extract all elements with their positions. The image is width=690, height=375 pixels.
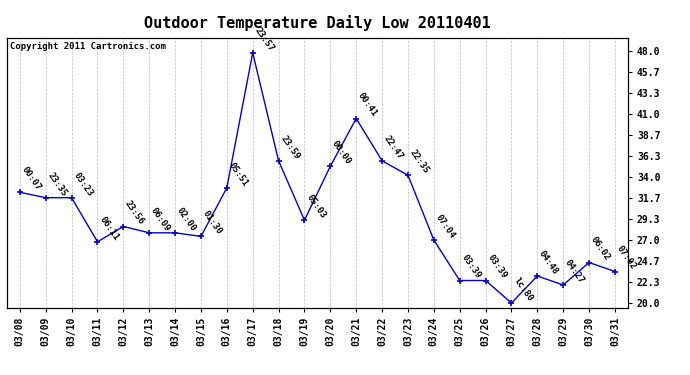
- Text: 23:57: 23:57: [253, 26, 275, 53]
- Text: 04:48: 04:48: [538, 249, 560, 276]
- Text: 00:41: 00:41: [356, 92, 379, 118]
- Text: 06:02: 06:02: [589, 236, 612, 262]
- Text: Copyright 2011 Cartronics.com: Copyright 2011 Cartronics.com: [10, 42, 166, 51]
- Text: 22:47: 22:47: [382, 134, 405, 161]
- Text: 23:56: 23:56: [124, 200, 146, 226]
- Text: 05:51: 05:51: [227, 160, 250, 188]
- Text: 05:03: 05:03: [304, 193, 327, 220]
- Text: 23:59: 23:59: [279, 134, 302, 161]
- Text: 03:39: 03:39: [486, 254, 509, 280]
- Text: 03:23: 03:23: [72, 171, 95, 198]
- Text: 23:35: 23:35: [46, 171, 68, 198]
- Text: 01:30: 01:30: [201, 209, 224, 236]
- Text: 00:07: 00:07: [20, 165, 43, 192]
- Text: 00:00: 00:00: [331, 139, 353, 166]
- Text: 07:04: 07:04: [434, 213, 457, 240]
- Text: lc:80: lc:80: [511, 276, 534, 303]
- Text: 07:02: 07:02: [615, 244, 638, 272]
- Text: 04:27: 04:27: [563, 258, 586, 285]
- Text: 02:00: 02:00: [175, 206, 198, 233]
- Text: 22:35: 22:35: [408, 148, 431, 175]
- Text: Outdoor Temperature Daily Low 20110401: Outdoor Temperature Daily Low 20110401: [144, 15, 491, 31]
- Text: 03:39: 03:39: [460, 254, 482, 280]
- Text: 06:11: 06:11: [97, 214, 120, 242]
- Text: 06:09: 06:09: [149, 206, 172, 233]
